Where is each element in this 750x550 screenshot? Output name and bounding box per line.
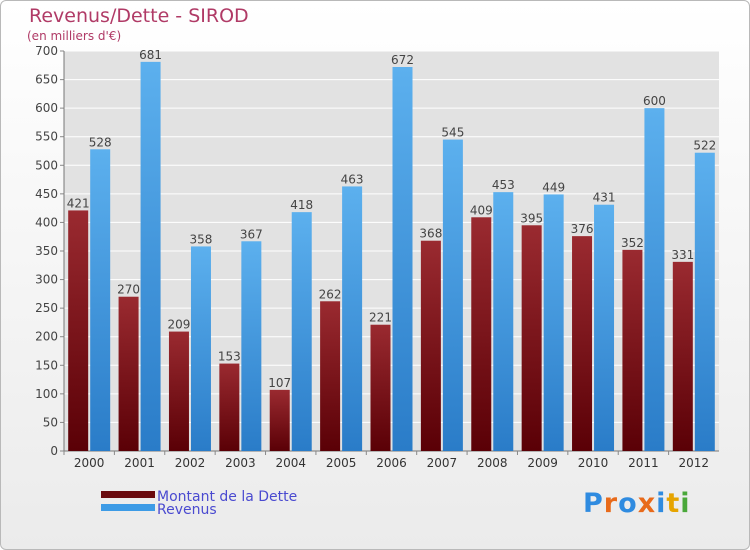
brand-letter: i xyxy=(656,488,667,519)
bar-debt xyxy=(622,249,643,451)
y-tick-label: 450 xyxy=(35,187,58,201)
chart-title: Revenus/Dette - SIROD xyxy=(29,5,249,27)
legend-label-revenue: Revenus xyxy=(157,502,217,518)
x-tick-label: 2002 xyxy=(175,456,206,470)
bar-debt xyxy=(269,389,290,451)
brand-letter: i xyxy=(680,488,691,519)
x-tick-label: 2003 xyxy=(225,456,256,470)
data-label: 528 xyxy=(89,135,112,149)
x-tick-label: 2009 xyxy=(527,456,558,470)
bar-revenue xyxy=(694,152,715,451)
bar-debt xyxy=(471,217,492,451)
bar-debt xyxy=(672,261,693,451)
brand-letter: x xyxy=(637,488,657,519)
data-label: 421 xyxy=(67,196,90,210)
bar-debt xyxy=(219,363,240,451)
bar-revenue xyxy=(594,204,615,451)
data-label: 600 xyxy=(643,94,666,108)
data-label: 431 xyxy=(593,191,616,205)
data-label: 395 xyxy=(520,211,543,225)
brand-letter: t xyxy=(666,488,681,519)
y-tick-label: 650 xyxy=(35,73,58,87)
x-tick-label: 2000 xyxy=(74,456,105,470)
bar-revenue xyxy=(190,246,211,451)
y-tick-label: 200 xyxy=(35,330,58,344)
x-tick-label: 2004 xyxy=(275,456,306,470)
x-tick-label: 2008 xyxy=(477,456,508,470)
bar-debt xyxy=(521,225,542,451)
data-label: 153 xyxy=(218,350,241,364)
data-label: 672 xyxy=(391,53,414,67)
brand-letter: r xyxy=(603,488,619,519)
data-label: 449 xyxy=(542,180,565,194)
x-tick-label: 2007 xyxy=(427,456,458,470)
data-label: 331 xyxy=(671,248,694,262)
bar-revenue xyxy=(392,67,413,451)
bar-revenue xyxy=(140,61,161,451)
y-tick-label: 150 xyxy=(35,358,58,372)
data-label: 270 xyxy=(117,283,140,297)
x-tick-label: 2010 xyxy=(578,456,609,470)
y-tick-label: 0 xyxy=(50,444,58,458)
bar-debt xyxy=(370,324,391,451)
y-tick-label: 300 xyxy=(35,273,58,287)
data-label: 545 xyxy=(441,126,464,140)
y-tick-label: 400 xyxy=(35,215,58,229)
legend-label-debt: Montant de la Dette xyxy=(157,489,298,505)
brand-letter: o xyxy=(618,488,638,519)
bar-debt xyxy=(320,301,341,451)
y-tick-label: 550 xyxy=(35,130,58,144)
y-tick-label: 500 xyxy=(35,158,58,172)
bar-debt xyxy=(118,296,139,451)
y-tick-label: 100 xyxy=(35,387,58,401)
data-label: 358 xyxy=(190,232,213,246)
x-tick-label: 2011 xyxy=(628,456,659,470)
bar-revenue xyxy=(442,139,463,452)
y-tick-label: 700 xyxy=(35,44,58,58)
data-label: 262 xyxy=(319,287,342,301)
brand-letter: P xyxy=(583,488,604,519)
legend-swatch-debt xyxy=(101,491,155,498)
y-tick-label: 50 xyxy=(43,415,58,429)
data-label: 376 xyxy=(571,222,594,236)
data-label: 409 xyxy=(470,203,493,217)
proxiti-logo: Proxiti xyxy=(583,488,691,519)
bar-debt xyxy=(572,236,593,451)
data-label: 368 xyxy=(419,227,442,241)
data-label: 367 xyxy=(240,227,263,241)
y-tick-label: 600 xyxy=(35,101,58,115)
x-tick-label: 2005 xyxy=(326,456,357,470)
bar-revenue xyxy=(241,241,262,451)
bar-debt xyxy=(168,331,189,451)
x-tick-label: 2006 xyxy=(376,456,407,470)
data-label: 453 xyxy=(492,178,515,192)
chart-subtitle: (en milliers d'€) xyxy=(27,29,122,43)
data-label: 522 xyxy=(693,139,716,153)
legend-swatch-revenue xyxy=(101,504,155,511)
bar-revenue xyxy=(342,186,363,451)
y-tick-label: 250 xyxy=(35,301,58,315)
data-label: 681 xyxy=(139,48,162,62)
data-label: 463 xyxy=(341,172,364,186)
bar-debt xyxy=(420,240,441,451)
bar-revenue xyxy=(291,212,312,451)
bar-revenue xyxy=(493,192,514,451)
data-label: 107 xyxy=(268,376,291,390)
bar-revenue xyxy=(543,194,564,451)
bar-debt xyxy=(68,210,89,451)
bar-revenue xyxy=(644,108,665,452)
x-tick-label: 2001 xyxy=(124,456,155,470)
y-tick-label: 350 xyxy=(35,244,58,258)
bar-revenue xyxy=(90,149,111,452)
data-label: 352 xyxy=(621,236,644,250)
data-label: 418 xyxy=(290,198,313,212)
data-label: 221 xyxy=(369,311,392,325)
x-tick-label: 2012 xyxy=(679,456,710,470)
data-label: 209 xyxy=(168,318,191,332)
